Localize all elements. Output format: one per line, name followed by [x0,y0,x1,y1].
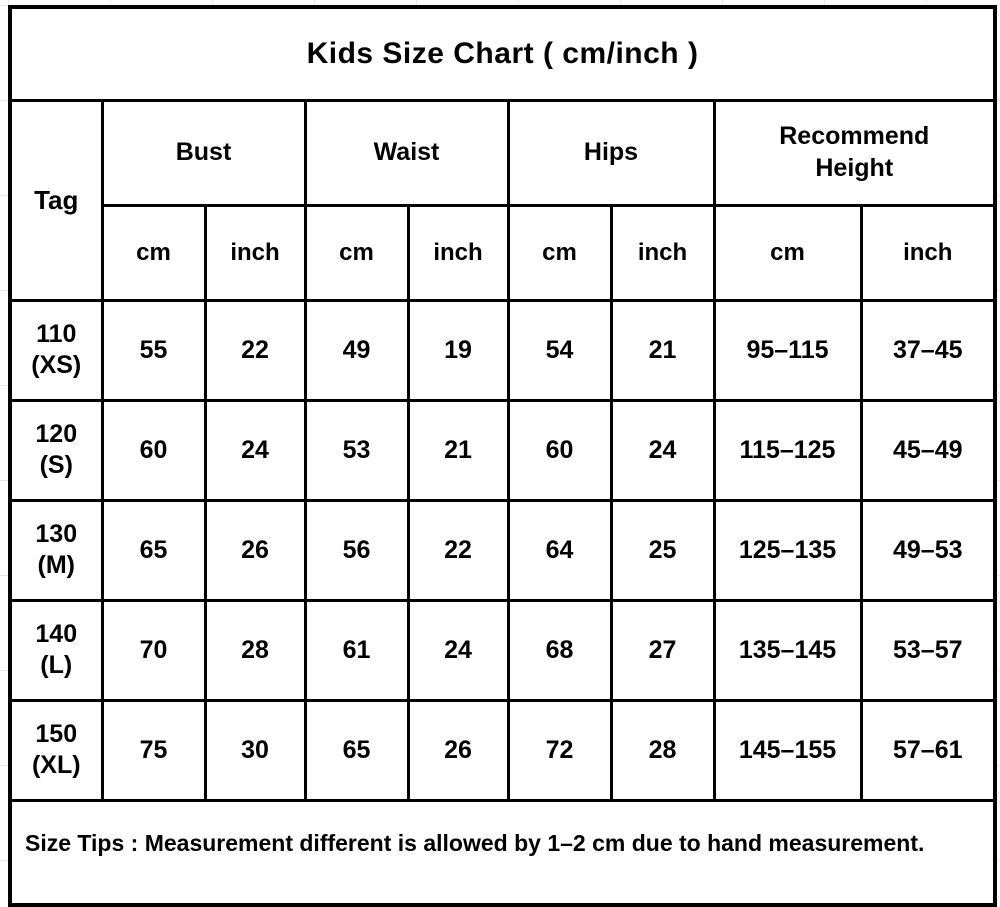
cell-waist-cm: 65 [303,698,410,802]
cell-bust-inch: 22 [203,298,307,402]
cell-waist-inch: 26 [406,698,510,802]
size-row-130-m: 130 (M) 65 26 56 22 64 25 125–135 49–53 [8,498,997,602]
cell-height-inch: 53–57 [859,598,997,702]
bust-group-label: Bust [175,137,232,166]
cell-hips-inch: 24 [609,398,716,502]
cell-height-inch: 37–45 [859,298,997,402]
tag-size: 120 [35,419,78,448]
cell-waist-cm: 61 [303,598,410,702]
size-row-140-l: 140 (L) 70 28 61 24 68 27 135–145 53–57 [8,598,997,702]
tag-code: (XS) [31,351,82,379]
waist-cm-header: cm [303,203,410,302]
tag-cell: 120 (S) [8,398,104,502]
kids-size-chart-table: Kids Size Chart ( cm/inch ) Tag Bust Wai… [8,5,998,907]
cell-height-cm: 125–135 [712,498,863,602]
cell-hips-cm: 72 [506,698,613,802]
tag-size: 130 [35,519,78,548]
cell-height-cm: 145–155 [712,698,863,802]
cell-height-inch: 57–61 [859,698,997,802]
unit-header-row: cm inch cm inch cm inch cm inch [10,203,997,302]
cell-bust-inch: 28 [203,598,307,702]
cell-hips-inch: 21 [609,298,716,402]
cell-hips-inch: 25 [609,498,716,602]
height-cm-header: cm [712,203,863,302]
tag-size: 140 [35,619,78,648]
cell-waist-inch: 22 [406,498,510,602]
cell-height-inch: 45–49 [859,398,997,502]
waist-group-header: Waist [303,98,510,207]
cell-waist-inch: 19 [406,298,510,402]
bust-cm-header: cm [100,203,207,302]
tag-size: 150 [35,719,78,748]
cell-hips-cm: 64 [506,498,613,602]
hips-group-label: Hips [583,137,639,166]
cell-hips-inch: 27 [609,598,716,702]
group-header-row: Tag Bust Waist Hips Recommend Height [8,98,997,302]
hips-group-header: Hips [506,98,716,207]
cell-bust-inch: 26 [203,498,307,602]
cell-bust-cm: 65 [100,498,207,602]
cell-height-cm: 115–125 [712,398,863,502]
cell-waist-cm: 53 [303,398,410,502]
tag-cell: 110 (XS) [8,298,104,402]
cell-height-inch: 49–53 [859,498,997,602]
tag-cell: 150 (XL) [8,698,104,802]
cell-waist-cm: 49 [303,298,410,402]
tag-cell: 140 (L) [8,598,104,702]
waist-inch-header: inch [406,203,510,302]
cell-hips-inch: 28 [609,698,716,802]
tag-cell: 130 (M) [8,498,104,602]
tag-size: 110 [36,319,77,348]
tag-column-header: Tag [8,98,104,302]
bust-group-header: Bust [100,98,307,207]
cell-bust-inch: 30 [203,698,307,802]
size-tips-row: Size Tips : Measurement different is all… [8,798,997,907]
bust-inch-header: inch [203,203,307,302]
tag-code: (L) [40,651,73,679]
cell-waist-cm: 56 [303,498,410,602]
cell-bust-cm: 75 [100,698,207,802]
cell-waist-inch: 24 [406,598,510,702]
cell-hips-cm: 54 [506,298,613,402]
size-row-120-s: 120 (S) 60 24 53 21 60 24 115–125 45–49 [8,398,997,502]
cell-bust-cm: 70 [100,598,207,702]
recommend-height-group-header: Recommend Height [712,98,997,207]
cell-hips-cm: 60 [506,398,613,502]
hips-cm-header: cm [506,203,613,302]
title-row: Kids Size Chart ( cm/inch ) [8,5,997,102]
recommend-height-group-label: Recommend Height [779,122,930,182]
size-row-150-xl: 150 (XL) 75 30 65 26 72 28 145–155 57–61 [8,698,997,802]
waist-group-label: Waist [373,137,440,166]
cell-bust-inch: 24 [203,398,307,502]
page-title: Kids Size Chart ( cm/inch ) [8,5,997,102]
cell-height-cm: 95–115 [712,298,863,402]
height-inch-header: inch [859,203,997,302]
size-tips-text: Size Tips : Measurement different is all… [8,798,997,907]
tag-code: (M) [37,551,75,579]
cell-waist-inch: 21 [406,398,510,502]
size-row-110-xs: 110 (XS) 55 22 49 19 54 21 95–115 37–45 [8,298,997,402]
cell-hips-cm: 68 [506,598,613,702]
cell-bust-cm: 55 [100,298,207,402]
hips-inch-header: inch [609,203,716,302]
cell-height-cm: 135–145 [712,598,863,702]
tag-code: (XL) [31,751,81,779]
cell-bust-cm: 60 [100,398,207,502]
tag-code: (S) [39,451,73,479]
